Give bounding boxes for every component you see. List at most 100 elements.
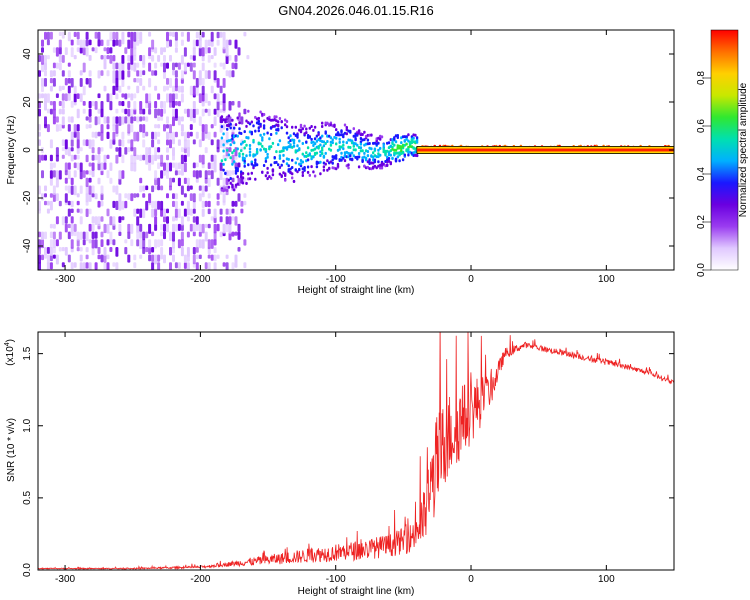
heatmap-cell xyxy=(106,39,110,46)
heatmap-cell xyxy=(195,247,199,253)
heatmap-cell xyxy=(236,167,239,171)
heatmap-cell xyxy=(326,159,329,163)
heatmap-cell xyxy=(76,139,80,149)
heatmap-cell xyxy=(67,124,71,132)
heatmap-cell xyxy=(169,78,172,88)
heatmap-cell xyxy=(142,55,146,65)
heatmap-cell xyxy=(204,147,208,154)
heatmap-cell xyxy=(115,39,119,46)
heatmap-cell xyxy=(115,108,119,114)
heatmap-cell xyxy=(204,70,208,79)
heatmap-cell xyxy=(47,270,50,277)
heatmap-cell xyxy=(80,270,83,278)
heatmap-cell xyxy=(298,147,301,151)
heatmap-cell xyxy=(174,62,178,68)
heatmap-cell xyxy=(166,147,169,153)
heatmap-cell xyxy=(148,55,152,60)
heatmap-cell xyxy=(85,170,89,175)
heatmap-cell xyxy=(287,157,290,161)
heatmap-cell xyxy=(407,133,410,137)
heatmap-cell xyxy=(225,208,229,215)
heatmap-cell xyxy=(216,200,220,206)
heatmap-cell xyxy=(198,170,202,178)
heatmap-cell xyxy=(121,62,125,71)
heatmap-cell xyxy=(49,177,53,186)
heatmap-cell xyxy=(287,136,290,140)
heatmap-cell xyxy=(245,124,248,128)
snr-y-tick-label: 1.0 xyxy=(22,418,33,432)
heatmap-cell xyxy=(154,101,158,109)
heatmap-cell xyxy=(88,185,92,195)
heatmap-cell xyxy=(174,193,178,200)
heatmap-cell xyxy=(97,177,101,185)
heatmap-cell xyxy=(329,160,333,164)
heatmap-cell xyxy=(124,200,128,209)
heatmap-cell xyxy=(115,62,119,70)
heatmap-cell xyxy=(166,131,169,140)
heatmap-cell xyxy=(177,162,181,170)
heatmap-cell xyxy=(76,200,80,206)
heatmap-cell xyxy=(115,262,119,270)
heatmap-cell xyxy=(91,231,95,239)
heatmap-cell xyxy=(115,185,119,195)
heatmap-cell xyxy=(248,153,252,157)
heatmap-cell xyxy=(372,151,375,155)
heatmap-cell xyxy=(189,85,193,96)
heatmap-cell xyxy=(269,163,273,167)
heatmap-cell xyxy=(163,170,166,176)
heatmap-cell xyxy=(335,156,338,160)
heatmap-cell xyxy=(151,185,155,193)
heatmap-cell xyxy=(317,145,320,149)
heatmap-cell xyxy=(44,116,47,127)
heatmap-cell xyxy=(321,125,324,128)
heatmap-cell xyxy=(368,133,371,137)
heatmap-cell xyxy=(61,116,65,126)
heatmap-cell xyxy=(52,70,56,77)
heatmap-cell xyxy=(229,156,232,160)
heatmap-cell xyxy=(130,162,134,172)
heatmap-cell xyxy=(259,142,262,146)
heatmap-cell xyxy=(192,162,196,169)
heatmap-cell xyxy=(106,223,110,234)
heatmap-cell xyxy=(210,85,214,94)
heatmap-cell xyxy=(136,216,140,226)
snr-x-axis-label: Height of straight line (km) xyxy=(298,586,415,597)
colorbar-tick-label: 0.8 xyxy=(696,71,707,85)
heatmap-cell xyxy=(294,161,297,165)
heatmap-cell xyxy=(222,124,226,130)
heatmap-cell xyxy=(386,163,389,167)
heatmap-cell xyxy=(214,270,217,277)
heatmap-cell xyxy=(195,78,199,88)
heatmap-cell xyxy=(222,168,225,172)
heatmap-cell xyxy=(241,181,245,185)
heatmap-cell xyxy=(154,124,158,129)
heatmap-cell xyxy=(174,108,178,119)
heatmap-cell xyxy=(389,161,392,165)
heatmap-cell xyxy=(172,231,175,242)
heatmap-cell xyxy=(41,78,44,87)
heatmap-cell xyxy=(301,160,304,164)
heatmap-cell xyxy=(227,153,231,157)
heatmap-cell xyxy=(76,31,80,40)
heatmap-cell xyxy=(216,93,220,102)
heatmap-cell xyxy=(313,125,317,129)
heatmap-cell xyxy=(73,262,77,268)
heatmap-cell xyxy=(139,177,143,184)
heatmap-cell xyxy=(157,147,161,153)
heatmap-cell xyxy=(243,193,247,198)
heatmap-cell xyxy=(229,181,232,185)
heatmap-cell xyxy=(76,147,80,154)
heatmap-cell xyxy=(109,139,113,149)
heatmap-cell xyxy=(319,143,322,147)
heatmap-cell xyxy=(97,162,101,171)
heatmap-cell xyxy=(240,208,244,214)
heatmap-cell xyxy=(213,208,217,219)
heatmap-cell xyxy=(76,131,80,141)
heatmap-cell xyxy=(250,171,253,175)
snr-x-tick-label: 100 xyxy=(598,574,615,585)
heatmap-cell xyxy=(61,108,65,115)
heatmap-cell xyxy=(133,254,137,261)
heatmap-cell xyxy=(201,185,205,195)
heatmap-cell xyxy=(204,185,208,192)
heatmap-cell xyxy=(44,231,47,240)
